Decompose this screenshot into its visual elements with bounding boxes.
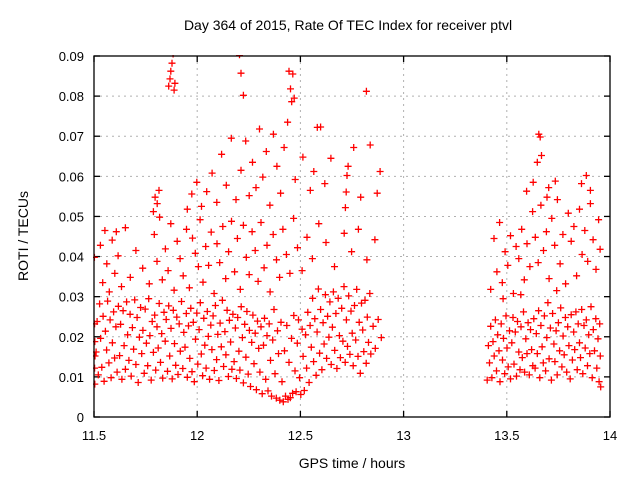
x-tick-label: 13.5	[494, 428, 519, 443]
x-tick-label: 12	[190, 428, 204, 443]
y-tick-label: 0.07	[59, 129, 84, 144]
y-axis-label: ROTI / TECUs	[15, 191, 31, 281]
scatter-points	[93, 55, 605, 406]
y-tick-label: 0.08	[59, 89, 84, 104]
chart-title: Day 364 of 2015, Rate Of TEC Index for r…	[184, 17, 512, 33]
x-tick-label: 13	[396, 428, 410, 443]
y-tick-label: 0.03	[59, 290, 84, 305]
x-axis-label: GPS time / hours	[299, 455, 406, 471]
y-tick-label: 0.02	[59, 330, 84, 345]
plot-border	[93, 55, 611, 418]
x-tick-label: 14	[603, 428, 617, 443]
x-tick-label: 11.5	[82, 428, 106, 443]
y-tick-label: 0.01	[59, 370, 84, 385]
y-tick-label: 0.05	[59, 209, 84, 224]
y-tick-labels: 0 0.01 0.02 0.03 0.04 0.05 0.06 0.07 0.08 0.09	[59, 49, 84, 425]
y-tick-label: 0.04	[59, 250, 84, 265]
x-tick-label: 12.5	[288, 428, 313, 443]
y-tick-label: 0	[77, 410, 84, 425]
y-tick-label: 0.06	[59, 169, 84, 184]
x-tick-labels: 11.5 12 12.5 13 13.5 14	[82, 428, 617, 443]
y-tick-label: 0.09	[59, 49, 84, 64]
